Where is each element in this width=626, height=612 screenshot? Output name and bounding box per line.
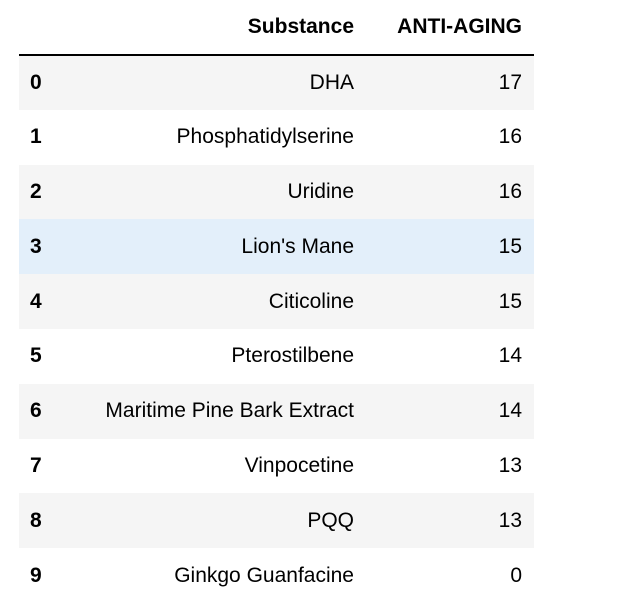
table-row: 1 Phosphatidylserine 16 [19,110,534,165]
anti-aging-cell: 15 [498,234,522,258]
substance-cell: DHA [309,70,354,94]
index-column-header [19,0,67,56]
anti-aging-cell: 0 [510,563,522,587]
substance-cell: PQQ [307,508,354,532]
dataframe-output: Substance ANTI-AGING 0 DHA 17 1 Phosphat… [19,0,534,603]
row-index: 0 [30,70,42,94]
row-index: 9 [30,563,42,587]
substance-cell: Uridine [287,179,354,203]
substance-cell: Pterostilbene [231,344,354,368]
table-row: 2 Uridine 16 [19,164,534,220]
row-index: 5 [30,344,42,368]
anti-aging-column-header: ANTI-AGING [366,0,534,56]
table-row: 9 Ginkgo Guanfacine 0 [19,548,534,603]
dataframe-table: Substance ANTI-AGING 0 DHA 17 1 Phosphat… [19,0,534,603]
substance-cell: Ginkgo Guanfacine [174,563,354,587]
substance-cell: Lion's Mane [241,234,354,258]
header-row: Substance ANTI-AGING [19,0,534,56]
table-header: Substance ANTI-AGING [19,0,534,56]
anti-aging-cell: 15 [498,289,522,313]
anti-aging-cell: 16 [498,125,522,149]
anti-aging-cell: 13 [498,508,522,532]
anti-aging-cell: 13 [498,453,522,477]
substance-cell: Phosphatidylserine [176,125,354,149]
row-index: 8 [30,508,42,532]
substance-column-header: Substance [67,0,366,56]
substance-cell: Vinpocetine [244,453,354,477]
table-row-highlighted: 3 Lion's Mane 15 [19,219,534,275]
substance-cell: Citicoline [268,289,354,313]
table-row: 6 Maritime Pine Bark Extract 14 [19,383,534,439]
table-body: 0 DHA 17 1 Phosphatidylserine 16 2 Uridi… [19,55,534,603]
row-index: 2 [30,179,42,203]
row-index: 1 [30,125,42,149]
row-index: 4 [30,289,42,313]
anti-aging-cell: 14 [498,399,522,423]
substance-cell: Maritime Pine Bark Extract [105,399,354,423]
table-row: 4 Citicoline 15 [19,274,534,329]
anti-aging-cell: 16 [498,179,522,203]
table-row: 5 Pterostilbene 14 [19,329,534,384]
table-row: 0 DHA 17 [19,55,534,110]
table-row: 7 Vinpocetine 13 [19,439,534,494]
row-index: 6 [30,399,42,423]
table-row: 8 PQQ 13 [19,493,534,549]
row-index: 7 [30,453,42,477]
row-index: 3 [30,234,42,258]
anti-aging-cell: 14 [498,344,522,368]
anti-aging-cell: 17 [498,70,522,94]
